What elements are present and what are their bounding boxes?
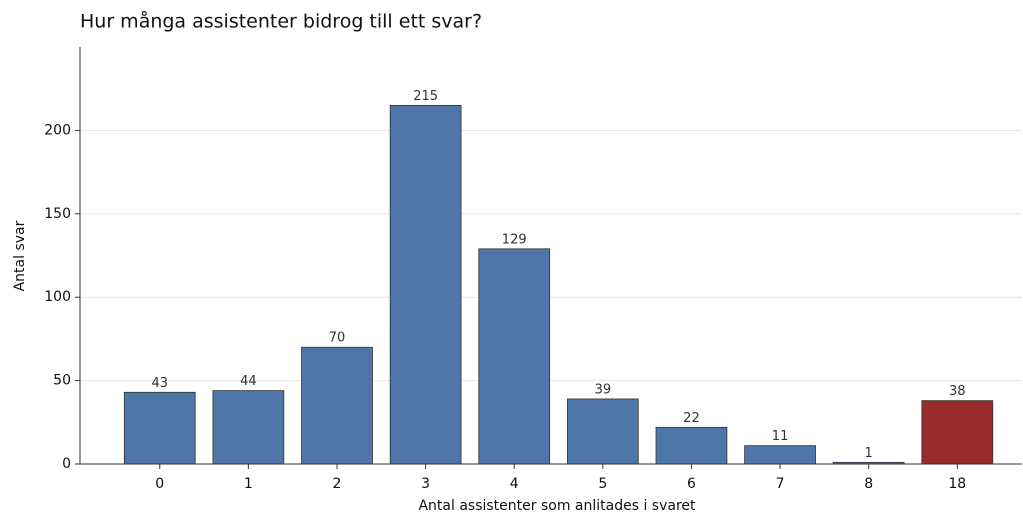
- y-axis-label: Antal svar: [12, 220, 28, 291]
- y-tick-label: 200: [44, 122, 71, 138]
- x-axis-label: Antal assistenter som anlitades i svaret: [418, 498, 696, 514]
- bar: [566, 398, 639, 465]
- value-label: 11: [772, 429, 789, 444]
- x-tick-label: 1: [244, 476, 253, 492]
- bar: [655, 426, 728, 465]
- bar: [123, 391, 196, 465]
- bar: [301, 346, 373, 465]
- bar: [389, 104, 462, 465]
- value-label: 70: [329, 331, 346, 346]
- chart-title: Hur många assistenter bidrog till ett sv…: [80, 10, 482, 33]
- bar: [478, 248, 551, 465]
- x-tick-label: 4: [510, 476, 519, 492]
- x-tick-label: 2: [333, 476, 342, 492]
- value-label: 22: [683, 411, 700, 426]
- x-tick-label: 0: [155, 476, 164, 492]
- x-tick-label: 5: [598, 476, 607, 492]
- x-tick-label: 18: [948, 476, 966, 492]
- x-tick-label: 8: [864, 476, 873, 492]
- value-label: 39: [595, 382, 612, 397]
- value-label: 44: [240, 374, 257, 389]
- value-label: 215: [413, 89, 438, 104]
- bar: [744, 445, 816, 465]
- value-label: 129: [502, 232, 527, 247]
- x-tick-label: 3: [421, 476, 430, 492]
- bar: [212, 390, 285, 465]
- y-tick-label: 50: [53, 373, 71, 389]
- x-tick-label: 7: [776, 476, 785, 492]
- value-label: 1: [865, 446, 873, 461]
- value-label: 43: [151, 376, 168, 391]
- x-tick-label: 6: [687, 476, 696, 492]
- y-tick-label: 150: [44, 206, 71, 222]
- y-tick-label: 0: [62, 456, 71, 472]
- bar: [921, 400, 994, 465]
- value-label: 38: [949, 384, 966, 399]
- y-tick-label: 100: [44, 289, 71, 305]
